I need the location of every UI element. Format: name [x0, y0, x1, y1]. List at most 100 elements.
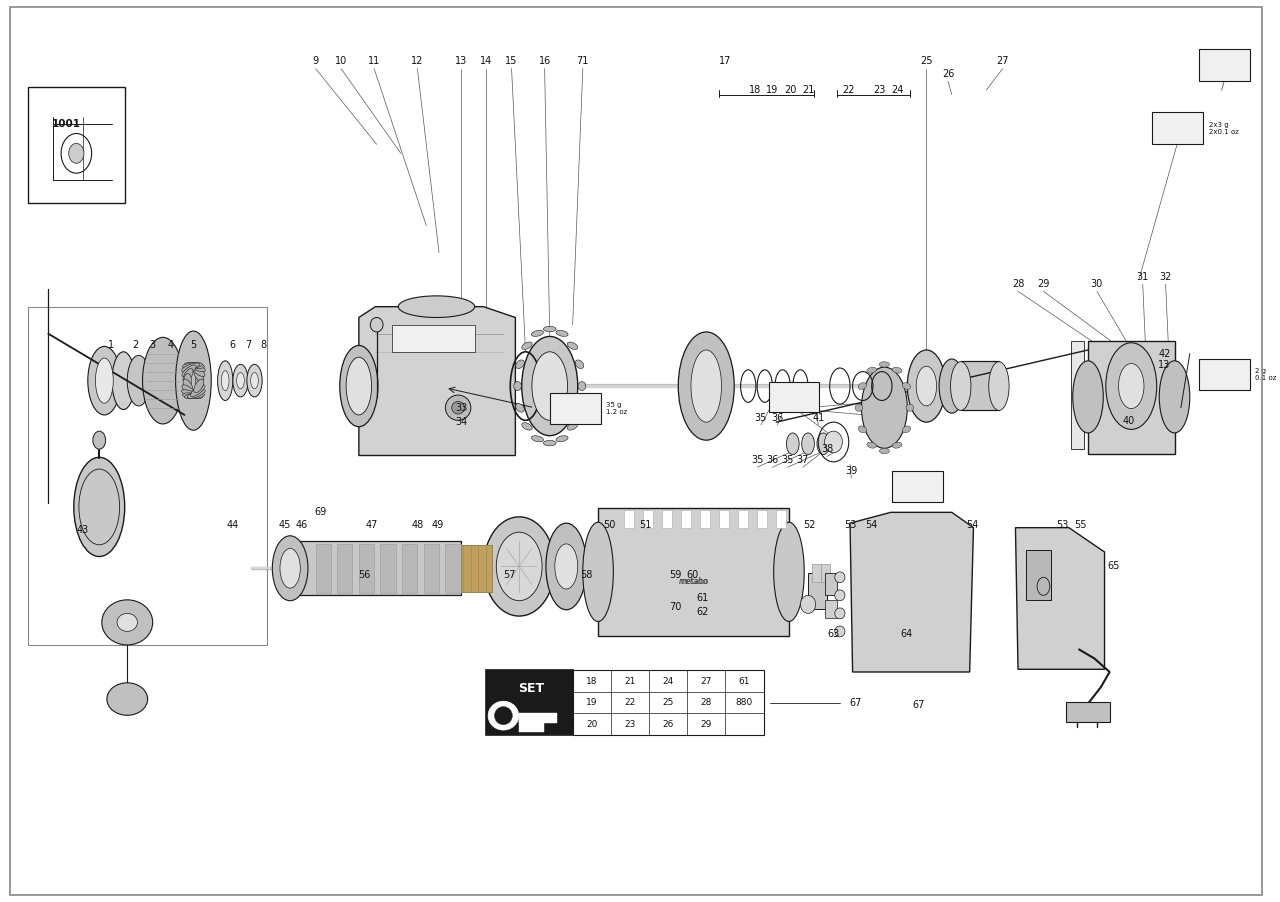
Text: 24: 24 — [663, 676, 673, 686]
Ellipse shape — [691, 350, 722, 422]
Ellipse shape — [182, 390, 200, 399]
Bar — [768, 382, 819, 412]
Text: 19: 19 — [586, 698, 598, 707]
Ellipse shape — [545, 523, 586, 610]
Text: 1: 1 — [108, 340, 114, 351]
Ellipse shape — [786, 433, 799, 455]
Polygon shape — [850, 512, 974, 672]
Text: 2 g
0.1 oz: 2 g 0.1 oz — [1254, 368, 1276, 381]
Text: 40: 40 — [1123, 416, 1135, 427]
Text: 43: 43 — [77, 525, 88, 536]
Text: 29: 29 — [1037, 279, 1050, 290]
Ellipse shape — [142, 337, 183, 424]
Bar — [719, 510, 730, 528]
Text: 56: 56 — [357, 570, 370, 581]
Text: 29: 29 — [700, 720, 712, 729]
Ellipse shape — [280, 548, 301, 588]
Ellipse shape — [494, 706, 512, 724]
Ellipse shape — [111, 352, 134, 410]
Ellipse shape — [575, 403, 584, 412]
Text: 12: 12 — [411, 56, 424, 67]
Bar — [812, 564, 820, 582]
Text: 23: 23 — [625, 720, 636, 729]
Ellipse shape — [184, 393, 205, 399]
Text: 42: 42 — [1158, 348, 1170, 359]
Bar — [643, 510, 653, 528]
Ellipse shape — [773, 522, 804, 621]
Polygon shape — [1015, 528, 1105, 669]
Text: 880: 880 — [1212, 59, 1231, 68]
Bar — [572, 670, 763, 735]
Bar — [518, 713, 557, 723]
Ellipse shape — [801, 433, 814, 455]
Bar — [820, 564, 829, 582]
Ellipse shape — [497, 532, 543, 601]
Ellipse shape — [522, 423, 532, 430]
Bar — [1088, 341, 1175, 454]
Text: 57: 57 — [503, 570, 516, 581]
Text: 61: 61 — [696, 593, 709, 603]
Text: 880: 880 — [782, 391, 801, 400]
Ellipse shape — [191, 385, 205, 396]
Text: 51: 51 — [639, 520, 652, 530]
Text: 13: 13 — [1158, 360, 1170, 371]
Text: 26: 26 — [662, 720, 673, 729]
Text: 890: 890 — [905, 480, 924, 489]
Ellipse shape — [102, 600, 152, 645]
Ellipse shape — [196, 373, 204, 388]
Text: 48: 48 — [411, 520, 424, 530]
Text: 5: 5 — [191, 340, 197, 351]
Text: 2x3 g
2x0.1 oz: 2x3 g 2x0.1 oz — [1208, 122, 1239, 134]
Text: 4: 4 — [168, 340, 174, 351]
Text: 65: 65 — [1107, 560, 1120, 571]
Bar — [662, 510, 672, 528]
Bar — [392, 325, 475, 352]
Ellipse shape — [182, 363, 202, 368]
Text: 30: 30 — [1091, 279, 1103, 290]
Text: 64: 64 — [900, 629, 913, 640]
Text: 1001: 1001 — [51, 119, 81, 130]
Text: 71: 71 — [576, 56, 589, 67]
Ellipse shape — [554, 544, 577, 589]
Bar — [1025, 550, 1051, 600]
Text: 59: 59 — [669, 570, 682, 581]
Text: 16: 16 — [539, 56, 550, 67]
Ellipse shape — [273, 536, 308, 601]
Text: 13: 13 — [454, 56, 467, 67]
Text: 38: 38 — [820, 444, 833, 455]
Ellipse shape — [817, 433, 829, 455]
Ellipse shape — [522, 342, 532, 349]
Ellipse shape — [74, 457, 124, 557]
Ellipse shape — [182, 385, 196, 396]
Ellipse shape — [892, 442, 902, 448]
Text: 19: 19 — [767, 85, 778, 96]
Ellipse shape — [1073, 361, 1103, 433]
Ellipse shape — [513, 382, 521, 391]
Text: 22: 22 — [842, 85, 855, 96]
Ellipse shape — [522, 336, 577, 436]
Text: 23: 23 — [873, 85, 886, 96]
Ellipse shape — [567, 342, 577, 349]
Ellipse shape — [940, 359, 965, 413]
Ellipse shape — [902, 426, 910, 433]
Ellipse shape — [69, 143, 84, 163]
Ellipse shape — [452, 401, 465, 414]
Bar — [402, 544, 417, 593]
Text: SET: SET — [518, 682, 544, 695]
Text: 22: 22 — [625, 698, 635, 707]
Text: 44: 44 — [227, 520, 239, 530]
Ellipse shape — [247, 364, 262, 397]
Text: 32: 32 — [1160, 272, 1171, 282]
Ellipse shape — [916, 366, 937, 406]
Bar — [461, 545, 493, 592]
Ellipse shape — [182, 393, 202, 399]
Text: 60: 60 — [686, 570, 699, 581]
Text: 62: 62 — [696, 606, 709, 617]
Ellipse shape — [516, 403, 525, 412]
Ellipse shape — [824, 431, 842, 453]
Ellipse shape — [532, 352, 567, 420]
Ellipse shape — [184, 363, 205, 368]
Text: 25: 25 — [662, 698, 673, 707]
Ellipse shape — [835, 608, 845, 619]
Bar — [518, 715, 544, 732]
